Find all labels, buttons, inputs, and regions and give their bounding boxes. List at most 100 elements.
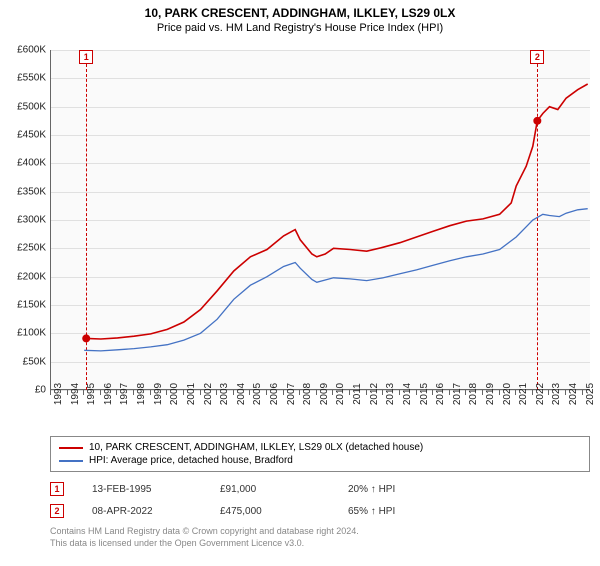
xtick: [166, 390, 167, 395]
legend-label-1: 10, PARK CRESCENT, ADDINGHAM, ILKLEY, LS…: [89, 442, 423, 453]
xtick: [299, 390, 300, 395]
xtick-label: 2014: [402, 383, 413, 405]
footer-line1: Contains HM Land Registry data © Crown c…: [50, 526, 590, 538]
footer-attribution: Contains HM Land Registry data © Crown c…: [50, 526, 590, 549]
xtick-label: 1993: [53, 383, 64, 405]
xtick-label: 2007: [286, 383, 297, 405]
ytick-label: £450K: [17, 130, 46, 141]
event-row: 2 08-APR-2022 £475,000 65% ↑ HPI: [50, 500, 590, 522]
footer-line2: This data is licensed under the Open Gov…: [50, 538, 590, 550]
xtick-label: 2000: [169, 383, 180, 405]
xtick-label: 2011: [352, 383, 363, 405]
xtick-label: 1999: [153, 383, 164, 405]
legend-swatch-2: [59, 460, 83, 462]
xtick: [449, 390, 450, 395]
ytick-label: £300K: [17, 215, 46, 226]
chart-subtitle: Price paid vs. HM Land Registry's House …: [0, 22, 600, 34]
marker-number: 2: [530, 50, 544, 64]
xtick: [349, 390, 350, 395]
xtick: [532, 390, 533, 395]
xtick: [83, 390, 84, 395]
xtick: [183, 390, 184, 395]
event-marker: 2: [50, 504, 64, 518]
xtick-label: 2023: [551, 383, 562, 405]
xtick-label: 2016: [435, 383, 446, 405]
xtick: [100, 390, 101, 395]
xtick-label: 2013: [385, 383, 396, 405]
event-marker: 1: [50, 482, 64, 496]
xtick: [266, 390, 267, 395]
xtick-label: 2008: [302, 383, 313, 405]
xtick: [283, 390, 284, 395]
marker-number: 1: [79, 50, 93, 64]
ytick-label: £0: [35, 385, 46, 396]
ytick-label: £550K: [17, 73, 46, 84]
xtick-label: 2002: [203, 383, 214, 405]
legend-item-2: HPI: Average price, detached house, Brad…: [59, 454, 581, 467]
xtick-label: 2025: [585, 383, 596, 405]
chart-plot-area: 12: [50, 50, 590, 390]
event-date: 08-APR-2022: [92, 506, 192, 517]
sale-dot: [533, 117, 541, 125]
xtick-label: 2019: [485, 383, 496, 405]
xtick: [582, 390, 583, 395]
xtick: [465, 390, 466, 395]
ytick-label: £350K: [17, 186, 46, 197]
xtick-label: 2024: [568, 383, 579, 405]
ytick-label: £250K: [17, 243, 46, 254]
xtick: [416, 390, 417, 395]
xtick-label: 2022: [535, 383, 546, 405]
legend-label-2: HPI: Average price, detached house, Brad…: [89, 455, 293, 466]
legend: 10, PARK CRESCENT, ADDINGHAM, ILKLEY, LS…: [50, 436, 590, 472]
xtick-label: 2004: [236, 383, 247, 405]
xtick-label: 2020: [502, 383, 513, 405]
xtick-label: 2017: [452, 383, 463, 405]
xtick-label: 2001: [186, 383, 197, 405]
ytick-label: £100K: [17, 328, 46, 339]
xtick: [316, 390, 317, 395]
xtick-label: 2006: [269, 383, 280, 405]
series-property: [86, 84, 588, 339]
event-date: 13-FEB-1995: [92, 484, 192, 495]
xtick-label: 2021: [518, 383, 529, 405]
xtick: [432, 390, 433, 395]
ytick-label: £600K: [17, 45, 46, 56]
series-hpi: [84, 209, 588, 351]
xtick: [116, 390, 117, 395]
xtick-label: 2012: [369, 383, 380, 405]
sale-dot: [82, 334, 90, 342]
xtick: [200, 390, 201, 395]
event-price: £91,000: [220, 484, 320, 495]
xtick: [382, 390, 383, 395]
xtick: [50, 390, 51, 395]
xtick-label: 1997: [119, 383, 130, 405]
xtick: [482, 390, 483, 395]
xtick: [332, 390, 333, 395]
xtick: [399, 390, 400, 395]
xtick-label: 1998: [136, 383, 147, 405]
ytick-label: £150K: [17, 300, 46, 311]
xtick: [133, 390, 134, 395]
xtick-label: 2015: [419, 383, 430, 405]
xtick: [216, 390, 217, 395]
event-delta: 20% ↑ HPI: [348, 484, 448, 495]
event-delta: 65% ↑ HPI: [348, 506, 448, 517]
xtick-label: 2003: [219, 383, 230, 405]
xtick: [366, 390, 367, 395]
ytick-label: £500K: [17, 101, 46, 112]
xtick-label: 2018: [468, 383, 479, 405]
xtick: [233, 390, 234, 395]
xtick-label: 1995: [86, 383, 97, 405]
xtick: [249, 390, 250, 395]
xtick: [548, 390, 549, 395]
xtick-label: 2005: [252, 383, 263, 405]
xtick-label: 1994: [70, 383, 81, 405]
legend-swatch-1: [59, 447, 83, 449]
xtick: [499, 390, 500, 395]
events-table: 1 13-FEB-1995 £91,000 20% ↑ HPI 2 08-APR…: [50, 478, 590, 522]
xtick-label: 2009: [319, 383, 330, 405]
ytick-label: £50K: [23, 356, 46, 367]
xtick: [565, 390, 566, 395]
chart-lines: [51, 50, 591, 390]
event-price: £475,000: [220, 506, 320, 517]
